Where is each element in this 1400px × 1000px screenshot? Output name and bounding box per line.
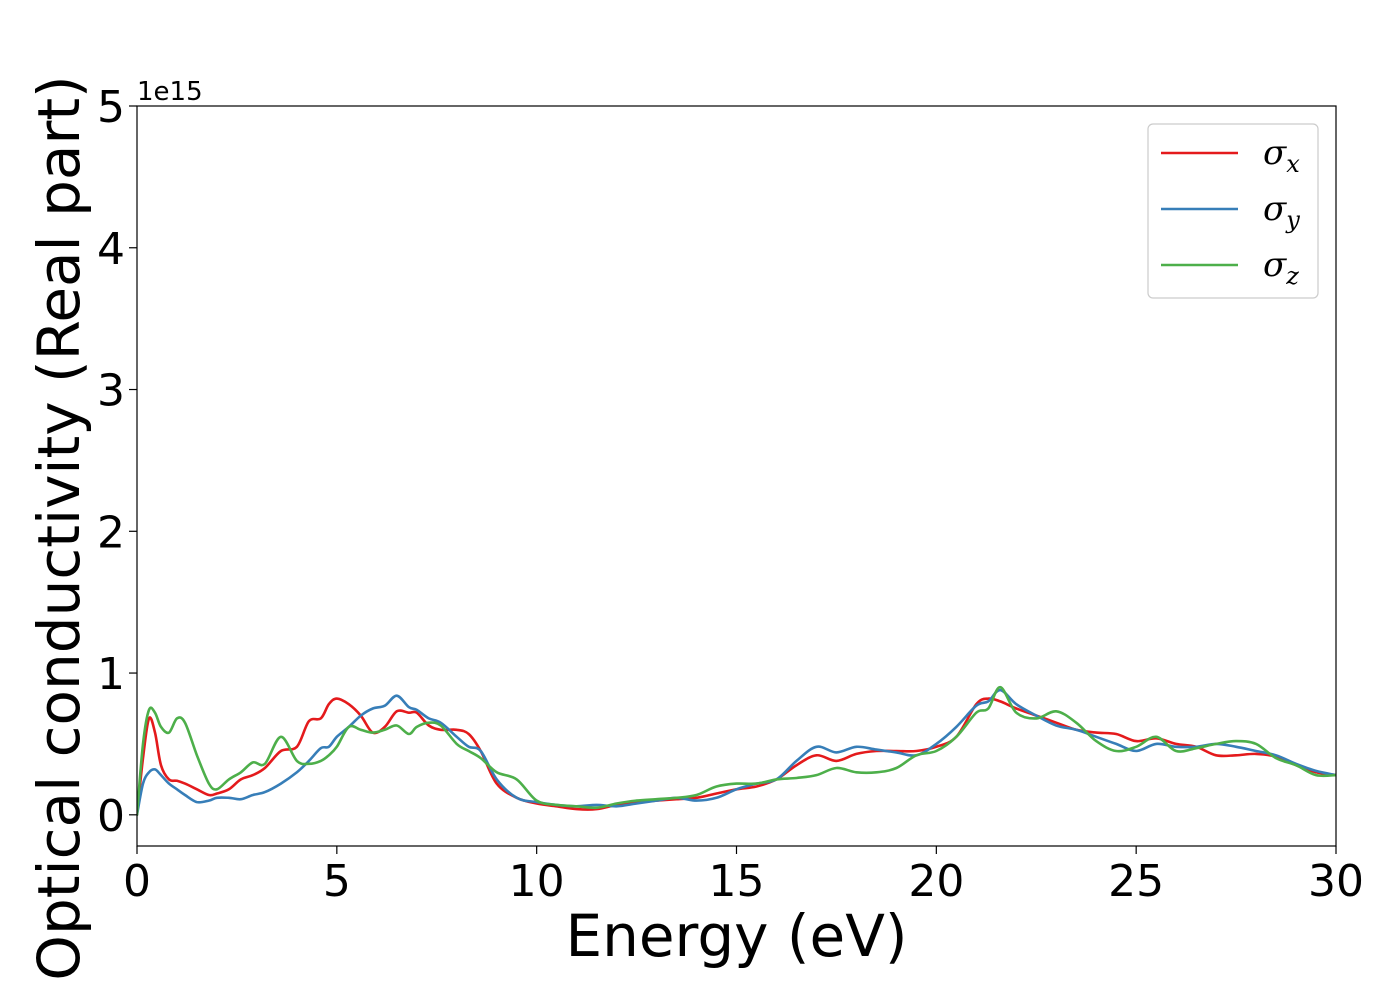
x-tick-label: 5: [323, 856, 351, 907]
y-axis: 0 1 2 3 4 5: [97, 82, 137, 842]
x-tick-label: 0: [123, 856, 151, 907]
y-tick-label: 1: [97, 649, 125, 700]
y-tick-label: 2: [97, 507, 125, 558]
series-line-sigma-z: [137, 685, 1336, 817]
y-tick-label: 0: [97, 791, 125, 842]
legend: σx σy σz: [1147, 123, 1319, 299]
y-tick-label: 3: [97, 366, 125, 417]
series-layer: [137, 685, 1336, 817]
legend-label-sigma-z: σz: [1263, 245, 1299, 290]
y-axis-title: Optical conductivity (Real part): [25, 75, 93, 980]
series-line-sigma-y: [137, 688, 1336, 817]
series-line-sigma-x: [137, 697, 1336, 817]
x-axis-title: Energy (eV): [565, 902, 907, 970]
y-offset-label: 1e15: [137, 77, 203, 107]
legend-label-sigma-y: σy: [1263, 189, 1300, 234]
x-axis: 0 5 10 15 20 25 30: [123, 846, 1364, 907]
x-tick-label: 15: [709, 856, 765, 907]
legend-label-sigma-x: σx: [1263, 133, 1300, 178]
x-tick-label: 30: [1308, 856, 1364, 907]
x-tick-label: 25: [1108, 856, 1164, 907]
y-tick-label: 5: [97, 82, 125, 133]
y-tick-label: 4: [97, 224, 125, 275]
x-tick-label: 10: [509, 856, 565, 907]
x-tick-label: 20: [908, 856, 964, 907]
legend-box: [1147, 123, 1319, 299]
